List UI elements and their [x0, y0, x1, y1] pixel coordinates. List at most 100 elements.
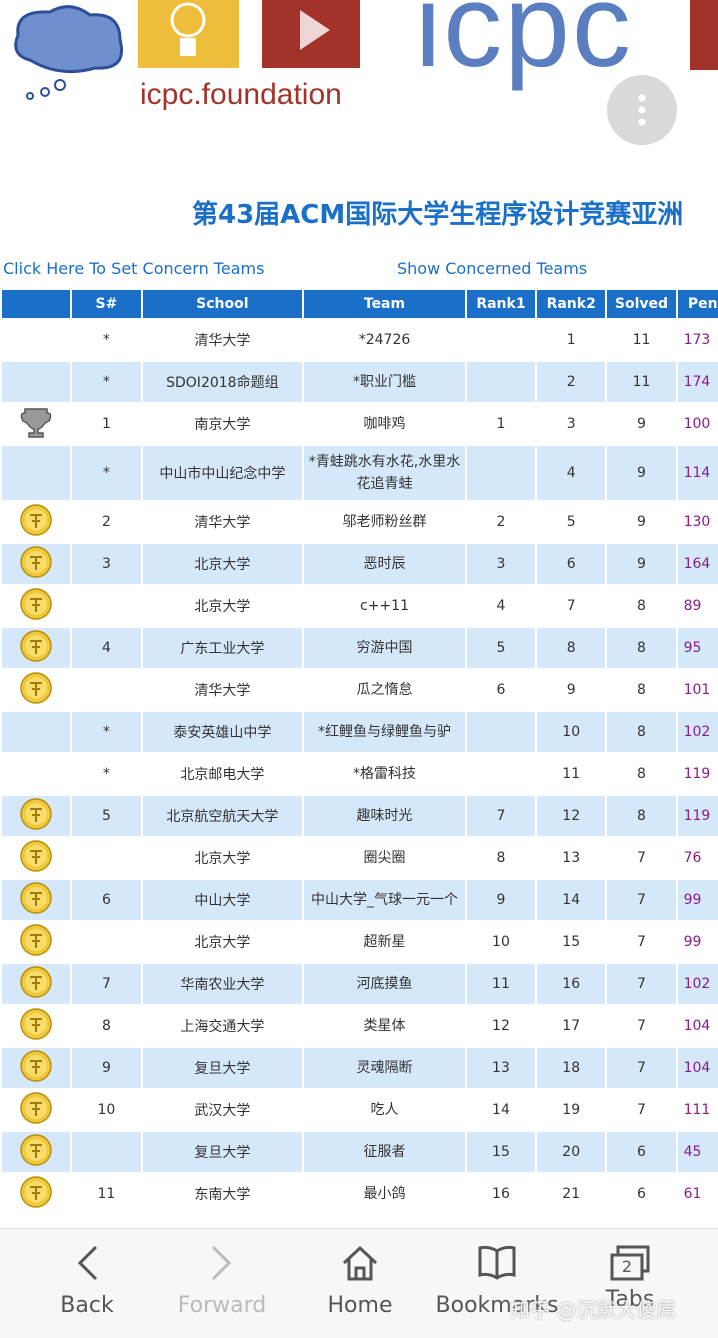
medal-cell [2, 838, 70, 878]
table-row: * SDOI2018命题组 *职业门槛 2 11 174 [2, 362, 718, 402]
table-cell: 6 [537, 544, 606, 584]
table-cell: 清华大学 [194, 683, 251, 699]
table-cell: 北京航空航天大学 [142, 796, 303, 836]
table-cell: 7 [607, 1048, 676, 1088]
table-cell: 102 [677, 964, 718, 1004]
medal-cell [2, 922, 70, 962]
gold-icon [20, 840, 52, 872]
table-cell: 76 [683, 850, 702, 866]
table-cell: 99 [677, 880, 718, 920]
column-header: Rank2 [537, 290, 606, 318]
logo [14, 0, 360, 100]
medal-cell [2, 754, 70, 794]
table-cell: 6 [607, 1132, 676, 1172]
table-cell: 7 [637, 1018, 646, 1034]
table-cell [72, 922, 140, 962]
table-row: 3 北京大学 恶时辰 3 6 9 164 [2, 544, 718, 584]
table-cell: 武汉大学 [194, 1103, 251, 1119]
table-row: 7 华南农业大学 河底摸鱼 11 16 7 102 [2, 964, 718, 1004]
medal-cell [2, 964, 71, 1004]
table-cell: 13 [466, 1048, 536, 1088]
table-cell: 瓜之惰怠 [356, 682, 413, 698]
table-cell: 7 [72, 964, 141, 1004]
table-cell: 6 [637, 1186, 646, 1202]
table-cell [72, 1132, 141, 1172]
table-row: 北京大学 c++11 4 7 8 89 [2, 586, 718, 626]
table-cell: 119 [677, 796, 718, 836]
table-cell: 复旦大学 [142, 1132, 303, 1172]
table-cell: 清华大学 [194, 515, 251, 531]
table-cell: 中山市中山纪念中学 [142, 446, 303, 500]
medal-cell [2, 796, 71, 836]
table-cell: 45 [677, 1132, 718, 1172]
table-cell: * [72, 712, 141, 752]
table-row: * 北京邮电大学 *格雷科技 11 8 119 [2, 754, 718, 794]
table-cell: 8 [607, 712, 676, 752]
table-cell [466, 712, 536, 752]
home-label: Home [327, 1293, 393, 1318]
table-cell: 东南大学 [194, 1187, 251, 1203]
table-cell: 14 [492, 1102, 510, 1118]
table-row: 10 武汉大学 吃人 14 19 7 111 [2, 1090, 718, 1130]
table-cell: 104 [683, 1018, 711, 1034]
table-cell [466, 362, 536, 402]
tabs-count: 2 [621, 1257, 633, 1276]
table-cell: *24726 [358, 332, 411, 348]
table-cell [72, 586, 140, 626]
table-cell: 复旦大学 [142, 1048, 303, 1088]
table-cell: 6 [72, 880, 141, 920]
forward-label: Forward [177, 1293, 267, 1318]
table-cell: 16 [492, 1186, 510, 1202]
table-cell: 超新星 [363, 934, 406, 950]
show-concerned-link[interactable]: Show Concerned Teams [397, 259, 588, 278]
table-cell: *青蛙跳水有水花,水里水花追青蛙 [304, 446, 465, 500]
menu-button[interactable] [606, 74, 680, 148]
table-cell: 89 [683, 598, 702, 614]
gold-icon [20, 1008, 52, 1040]
table-cell: 穷游中国 [304, 628, 465, 668]
table-cell: 130 [683, 514, 711, 530]
table-cell: 8 [101, 1018, 111, 1034]
medal-cell [2, 1006, 70, 1046]
set-concern-link[interactable]: Click Here To Set Concern Teams [3, 259, 265, 278]
table-cell: 13 [562, 850, 581, 866]
column-header: School [142, 290, 303, 318]
table-cell: *红鲤鱼与绿鲤鱼与驴 [304, 712, 465, 752]
table-cell: 吃人 [370, 1102, 399, 1118]
table-cell: 2 [496, 514, 506, 530]
table-row: * 泰安英雄山中学 *红鲤鱼与绿鲤鱼与驴 10 8 102 [2, 712, 718, 752]
table-cell: 1 [101, 416, 111, 432]
medal-cell [2, 880, 71, 920]
bottom-nav: Back Forward Home Bookmarks 2 Tabs 知乎 @沉… [0, 1228, 718, 1338]
forward-button[interactable]: Forward [172, 1243, 272, 1318]
table-cell: * [72, 446, 141, 500]
table-cell: 11 [632, 332, 651, 348]
back-button[interactable]: Back [52, 1243, 122, 1318]
table-cell: 征服者 [304, 1132, 465, 1172]
table-row: * 清华大学 *24726 1 11 173 [2, 320, 718, 360]
table-cell: 8 [537, 628, 606, 668]
table-cell: 7 [607, 880, 676, 920]
table-cell: 灵魂隔断 [304, 1048, 465, 1088]
logo-text: icpc.foundation [140, 78, 342, 111]
table-cell: 4 [72, 628, 141, 668]
column-header: S# [72, 290, 141, 318]
tabs-label: Tabs [605, 1287, 655, 1312]
table-cell: * [102, 332, 110, 348]
medal-cell [2, 446, 71, 500]
medal-cell [2, 670, 70, 710]
table-cell: 中山大学_气球一元一个 [304, 880, 465, 920]
bookmarks-button[interactable]: Bookmarks [432, 1243, 562, 1318]
gold-icon [20, 1092, 52, 1124]
table-cell: 北京大学 [194, 599, 251, 615]
table-cell: 17 [562, 1018, 581, 1034]
home-button[interactable]: Home [320, 1243, 400, 1318]
table-cell: 61 [683, 1186, 702, 1202]
gold-icon [20, 504, 52, 536]
trophy-icon [20, 408, 52, 438]
table-row: 北京大学 超新星 10 15 7 99 [2, 922, 718, 962]
medal-cell [2, 502, 70, 542]
tabs-button[interactable]: 2 Tabs [590, 1243, 670, 1312]
table-cell: 95 [677, 628, 718, 668]
gold-icon [20, 1134, 52, 1166]
